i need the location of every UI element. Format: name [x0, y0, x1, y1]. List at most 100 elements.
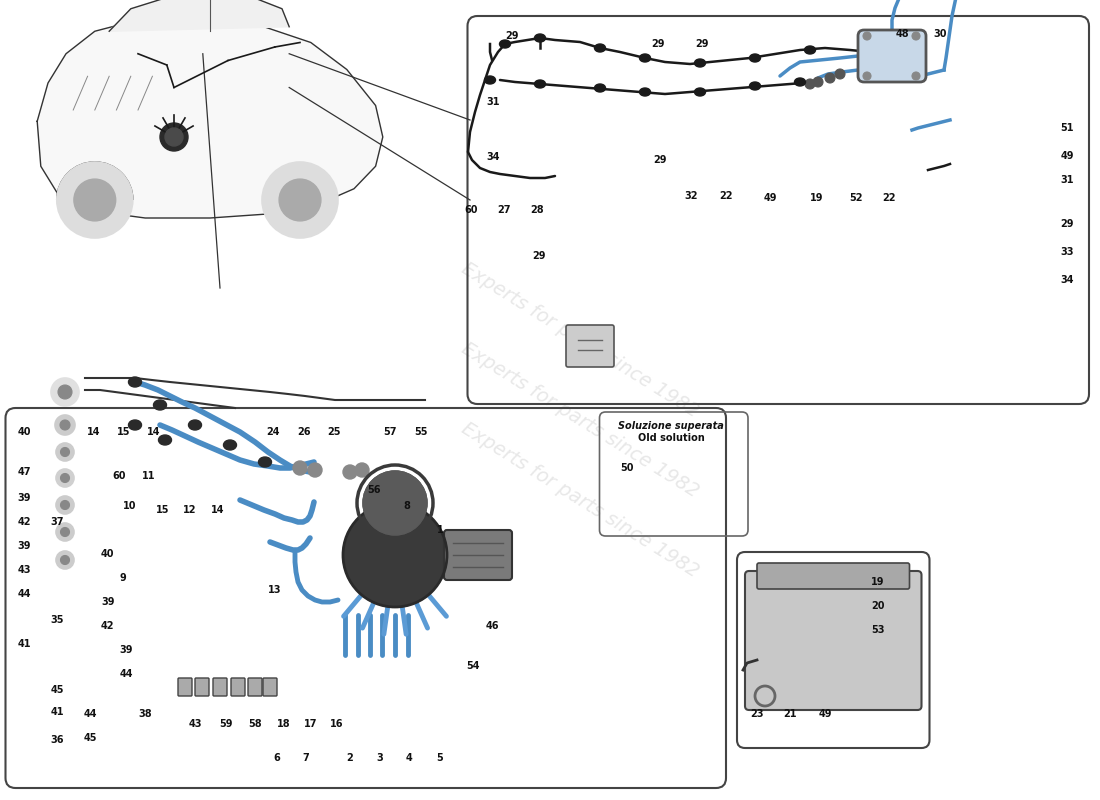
Ellipse shape: [804, 46, 815, 54]
Text: 46: 46: [486, 621, 499, 630]
Text: 18: 18: [277, 719, 290, 729]
Text: 39: 39: [18, 493, 31, 502]
Circle shape: [864, 72, 871, 80]
Circle shape: [60, 527, 69, 537]
Text: 1: 1: [437, 525, 443, 534]
Ellipse shape: [158, 435, 172, 445]
Text: 48: 48: [895, 29, 909, 38]
Text: 54: 54: [466, 661, 480, 670]
Text: 44: 44: [120, 669, 133, 678]
Circle shape: [56, 443, 74, 461]
Text: 9: 9: [120, 573, 127, 582]
Text: 35: 35: [51, 615, 64, 625]
Text: 29: 29: [695, 39, 708, 49]
FancyBboxPatch shape: [195, 678, 209, 696]
Text: 43: 43: [189, 719, 202, 729]
Text: 50: 50: [620, 463, 634, 473]
Text: 22: 22: [882, 194, 895, 203]
Ellipse shape: [535, 34, 546, 42]
Circle shape: [56, 496, 74, 514]
Ellipse shape: [639, 54, 650, 62]
Circle shape: [864, 32, 871, 40]
Text: 45: 45: [84, 733, 97, 742]
Text: 47: 47: [18, 467, 31, 477]
Text: 43: 43: [18, 565, 31, 574]
Text: 29: 29: [653, 155, 667, 165]
Ellipse shape: [749, 82, 760, 90]
Text: 52: 52: [849, 194, 862, 203]
Text: 37: 37: [51, 517, 64, 526]
Text: 14: 14: [147, 427, 161, 437]
Text: 45: 45: [51, 685, 64, 694]
Text: 5: 5: [437, 754, 443, 763]
Text: 38: 38: [139, 709, 152, 718]
Circle shape: [55, 415, 75, 435]
Text: 17: 17: [304, 719, 317, 729]
FancyBboxPatch shape: [757, 563, 910, 589]
Text: 39: 39: [120, 645, 133, 654]
Text: 34: 34: [1060, 275, 1074, 285]
Ellipse shape: [129, 377, 142, 387]
Circle shape: [912, 32, 920, 40]
Circle shape: [343, 503, 447, 607]
Text: 32: 32: [684, 191, 697, 201]
Ellipse shape: [154, 400, 166, 410]
Text: Soluzione superata: Soluzione superata: [618, 421, 724, 430]
Circle shape: [363, 471, 427, 535]
Text: Old solution: Old solution: [638, 434, 704, 443]
Text: 12: 12: [183, 506, 196, 515]
Text: 21: 21: [783, 709, 796, 718]
Text: 25: 25: [328, 427, 341, 437]
Circle shape: [56, 551, 74, 569]
Polygon shape: [37, 20, 383, 218]
Circle shape: [279, 179, 321, 221]
Text: 10: 10: [123, 501, 136, 510]
Text: 15: 15: [156, 506, 169, 515]
FancyBboxPatch shape: [444, 530, 512, 580]
Text: Experts for parts since 1982: Experts for parts since 1982: [458, 259, 702, 421]
Circle shape: [60, 474, 69, 482]
Text: 34: 34: [486, 152, 499, 162]
Text: 29: 29: [532, 251, 546, 261]
Text: 22: 22: [719, 191, 733, 201]
Text: 59: 59: [219, 719, 232, 729]
Text: 42: 42: [18, 517, 31, 526]
FancyBboxPatch shape: [231, 678, 245, 696]
Ellipse shape: [258, 457, 272, 467]
Text: 26: 26: [297, 427, 310, 437]
Circle shape: [58, 385, 72, 399]
FancyBboxPatch shape: [745, 571, 922, 710]
Text: 42: 42: [101, 621, 114, 630]
FancyBboxPatch shape: [213, 678, 227, 696]
Circle shape: [835, 69, 845, 79]
Text: 8: 8: [404, 501, 410, 510]
Text: 40: 40: [18, 427, 31, 437]
Circle shape: [60, 555, 69, 565]
Circle shape: [825, 73, 835, 83]
Ellipse shape: [694, 88, 705, 96]
Text: 53: 53: [871, 626, 884, 635]
Text: 60: 60: [464, 205, 477, 214]
Text: 41: 41: [18, 639, 31, 649]
Ellipse shape: [129, 420, 142, 430]
Circle shape: [60, 501, 69, 510]
Text: 49: 49: [763, 194, 777, 203]
Text: 31: 31: [1060, 175, 1074, 185]
Text: 27: 27: [497, 205, 510, 214]
Text: 14: 14: [211, 506, 224, 515]
Text: 4: 4: [406, 754, 412, 763]
Circle shape: [308, 463, 322, 477]
Circle shape: [57, 162, 133, 238]
FancyBboxPatch shape: [263, 678, 277, 696]
Text: 55: 55: [415, 427, 428, 437]
Circle shape: [56, 469, 74, 487]
Text: 57: 57: [384, 427, 397, 437]
Circle shape: [262, 162, 338, 238]
Circle shape: [355, 463, 368, 477]
Ellipse shape: [499, 40, 510, 48]
Text: 39: 39: [18, 541, 31, 550]
Circle shape: [293, 461, 307, 475]
Text: 13: 13: [268, 586, 282, 595]
Text: 31: 31: [486, 98, 499, 107]
Ellipse shape: [594, 44, 605, 52]
